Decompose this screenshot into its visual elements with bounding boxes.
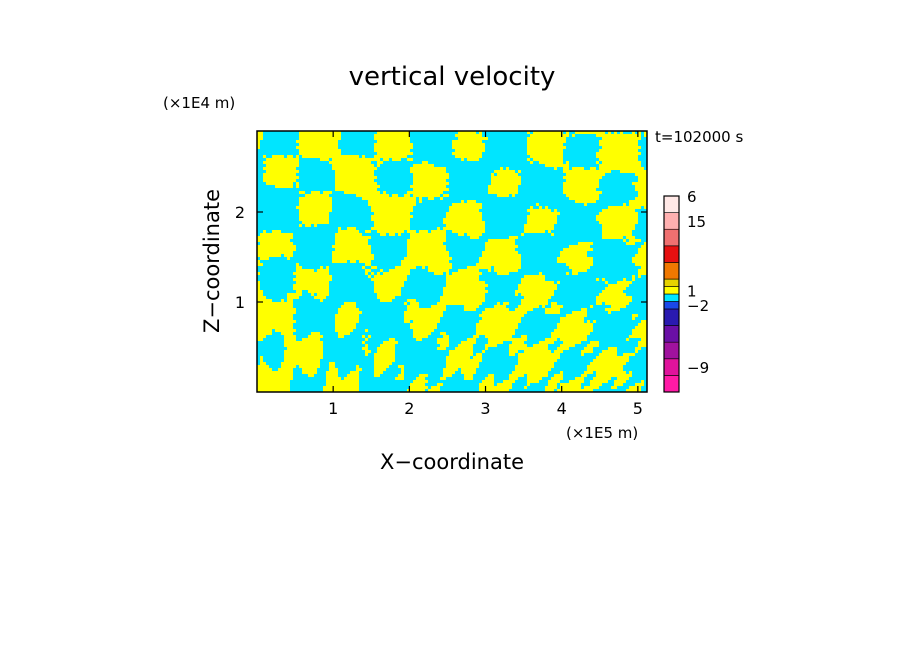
y-axis: 12 <box>235 203 647 312</box>
x-tick-label: 1 <box>328 399 338 418</box>
colorbar-swatch <box>663 195 680 213</box>
positive-velocity-region <box>257 131 647 392</box>
colorbar-swatch <box>663 301 680 310</box>
colorbar-swatch <box>663 228 680 247</box>
colorbar-tick-label: 15 <box>687 213 706 231</box>
x-tick-label: 4 <box>557 399 567 418</box>
colorbar-swatch <box>663 245 680 263</box>
plot-frame <box>256 130 648 393</box>
colorbar-tick-label: 1 <box>687 282 697 300</box>
velocity-field <box>257 131 647 392</box>
colorbar-swatch <box>663 358 680 376</box>
colorbar-tick-label: 6 <box>687 188 697 206</box>
y-axis-label: Z−coordinate <box>200 189 224 333</box>
colorbar-swatch <box>663 375 680 393</box>
x-axis: 1 2 3 4 5 <box>328 131 643 418</box>
colorbar-swatch <box>663 262 680 280</box>
y-tick-label: 1 <box>235 293 245 312</box>
x-axis-label: X−coordinate <box>380 450 524 474</box>
colorbar-swatch <box>663 212 680 230</box>
colorbar-swatch <box>663 286 680 295</box>
plot-area <box>257 131 647 392</box>
colorbar-swatch <box>663 341 680 360</box>
colorbar-frame <box>663 195 680 393</box>
colorbar-swatch <box>663 278 680 287</box>
y-unit-label: (×1E4 m) <box>163 94 235 112</box>
time-label: t=102000 s <box>655 128 743 146</box>
x-unit-label: (×1E5 m) <box>566 424 638 442</box>
colorbar-swatch <box>663 325 680 343</box>
x-tick-label: 3 <box>480 399 490 418</box>
colorbar-swatch <box>663 308 680 326</box>
colorbar: 15 6 1−2 −9 <box>663 188 709 393</box>
colorbar-tick-label: −2 <box>687 297 709 315</box>
colorbar-swatch <box>663 293 680 302</box>
x-tick-label: 2 <box>404 399 414 418</box>
colorbar-tick-label: −9 <box>687 359 709 377</box>
chart-title: vertical velocity <box>349 62 556 92</box>
y-tick-label: 2 <box>235 203 245 222</box>
x-tick-label: 5 <box>633 399 643 418</box>
